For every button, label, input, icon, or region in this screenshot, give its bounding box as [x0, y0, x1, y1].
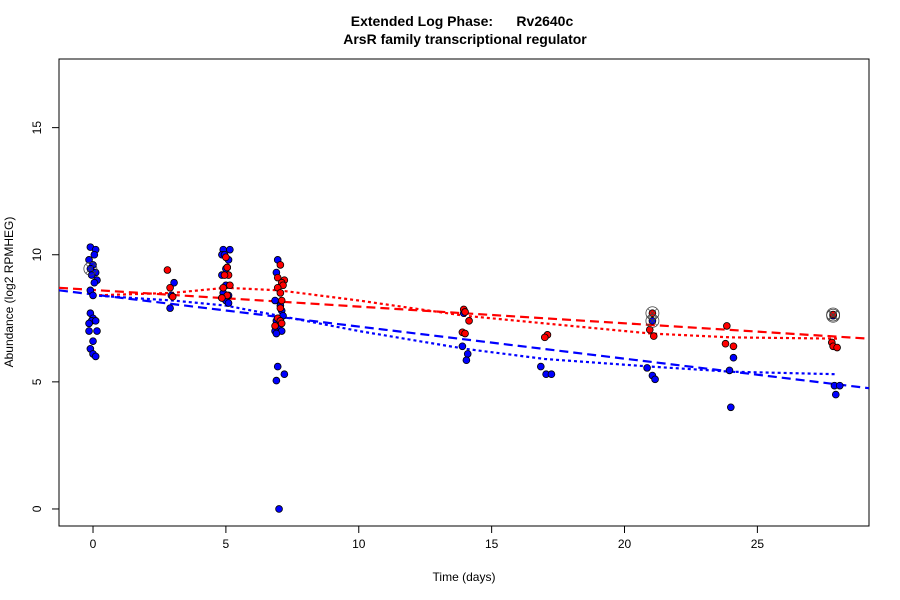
data-point: [276, 304, 285, 312]
data-point: [90, 250, 99, 259]
data-point: [166, 304, 174, 312]
data-point: [166, 283, 174, 292]
highlight-cross: [647, 316, 658, 326]
data-point: [223, 263, 232, 272]
data-point: [226, 245, 234, 254]
data-point: [273, 273, 282, 282]
data-point: [461, 308, 469, 316]
data-point: [645, 325, 654, 334]
x-tick-label: 25: [751, 537, 765, 551]
data-point: [643, 364, 651, 372]
y-tick-label: 15: [30, 121, 44, 135]
data-point: [85, 327, 93, 335]
data-point: [93, 327, 101, 335]
data-point: [458, 342, 467, 351]
chart-subtitle: ArsR family transcriptional regulator: [343, 31, 587, 47]
data-point: [170, 278, 178, 287]
y-axis-label: Abundance (log2 RPMHEG): [2, 217, 16, 368]
data-point: [461, 329, 469, 338]
highlight-circle: [645, 313, 660, 328]
x-tick-label: 0: [90, 537, 97, 551]
dashed-trend-line: [58, 289, 870, 390]
data-point: [91, 352, 100, 361]
data-point: [219, 283, 228, 292]
data-point: [729, 342, 738, 351]
dashed-trend-line: [58, 286, 870, 340]
data-point: [220, 271, 229, 279]
data-point: [725, 366, 734, 375]
data-point: [721, 339, 730, 348]
y-tick-label: 10: [30, 248, 44, 262]
data-point: [831, 390, 840, 399]
data-point: [463, 350, 472, 358]
data-point: [723, 322, 731, 330]
data-point: [222, 253, 230, 262]
data-point: [272, 329, 281, 338]
data-point: [462, 356, 471, 365]
data-point: [218, 294, 226, 302]
x-tick-label: 5: [223, 537, 230, 551]
data-point: [651, 375, 659, 384]
highlight-cross: [828, 309, 838, 320]
data-point: [276, 289, 285, 297]
data-point: [89, 337, 97, 345]
highlight-cross: [647, 308, 658, 318]
highlight-circle: [83, 261, 98, 276]
plot-frame: [58, 58, 870, 527]
y-tick-label: 0: [30, 505, 44, 512]
data-point: [272, 376, 281, 385]
data-point: [85, 256, 93, 264]
data-point: [276, 261, 285, 269]
x-tick-label: 20: [618, 537, 632, 551]
highlight-cross: [828, 311, 838, 321]
data-point: [85, 319, 93, 328]
data-point: [163, 266, 172, 274]
x-tick-label: 15: [485, 537, 499, 551]
data-point: [91, 317, 100, 325]
data-point: [727, 403, 735, 412]
data-point: [649, 332, 658, 340]
data-point: [273, 362, 282, 371]
data-point: [833, 343, 841, 352]
highlight-circle: [826, 308, 841, 323]
highlight-cross: [85, 263, 96, 274]
data-point: [540, 333, 549, 342]
data-point: [226, 281, 234, 290]
data-point: [275, 505, 283, 513]
data-point: [465, 317, 473, 325]
chart-title: Extended Log Phase: Rv2640c: [351, 13, 574, 29]
data-point: [547, 370, 556, 379]
x-tick-label: 10: [352, 537, 366, 551]
y-tick-label: 5: [30, 378, 44, 385]
data-point: [224, 299, 233, 307]
dotted-trend-line: [92, 286, 838, 340]
data-point: [90, 278, 99, 287]
highlight-circle: [645, 306, 660, 321]
data-point: [537, 362, 545, 371]
data-point: [168, 292, 177, 301]
data-point: [280, 370, 289, 379]
data-point: [89, 291, 97, 300]
data-point: [271, 322, 279, 330]
data-point: [271, 296, 279, 305]
data-point: [277, 296, 286, 305]
data-point: [835, 381, 844, 390]
x-axis-label: Time (days): [433, 570, 496, 584]
data-point: [729, 353, 738, 362]
data-point: [277, 319, 286, 328]
